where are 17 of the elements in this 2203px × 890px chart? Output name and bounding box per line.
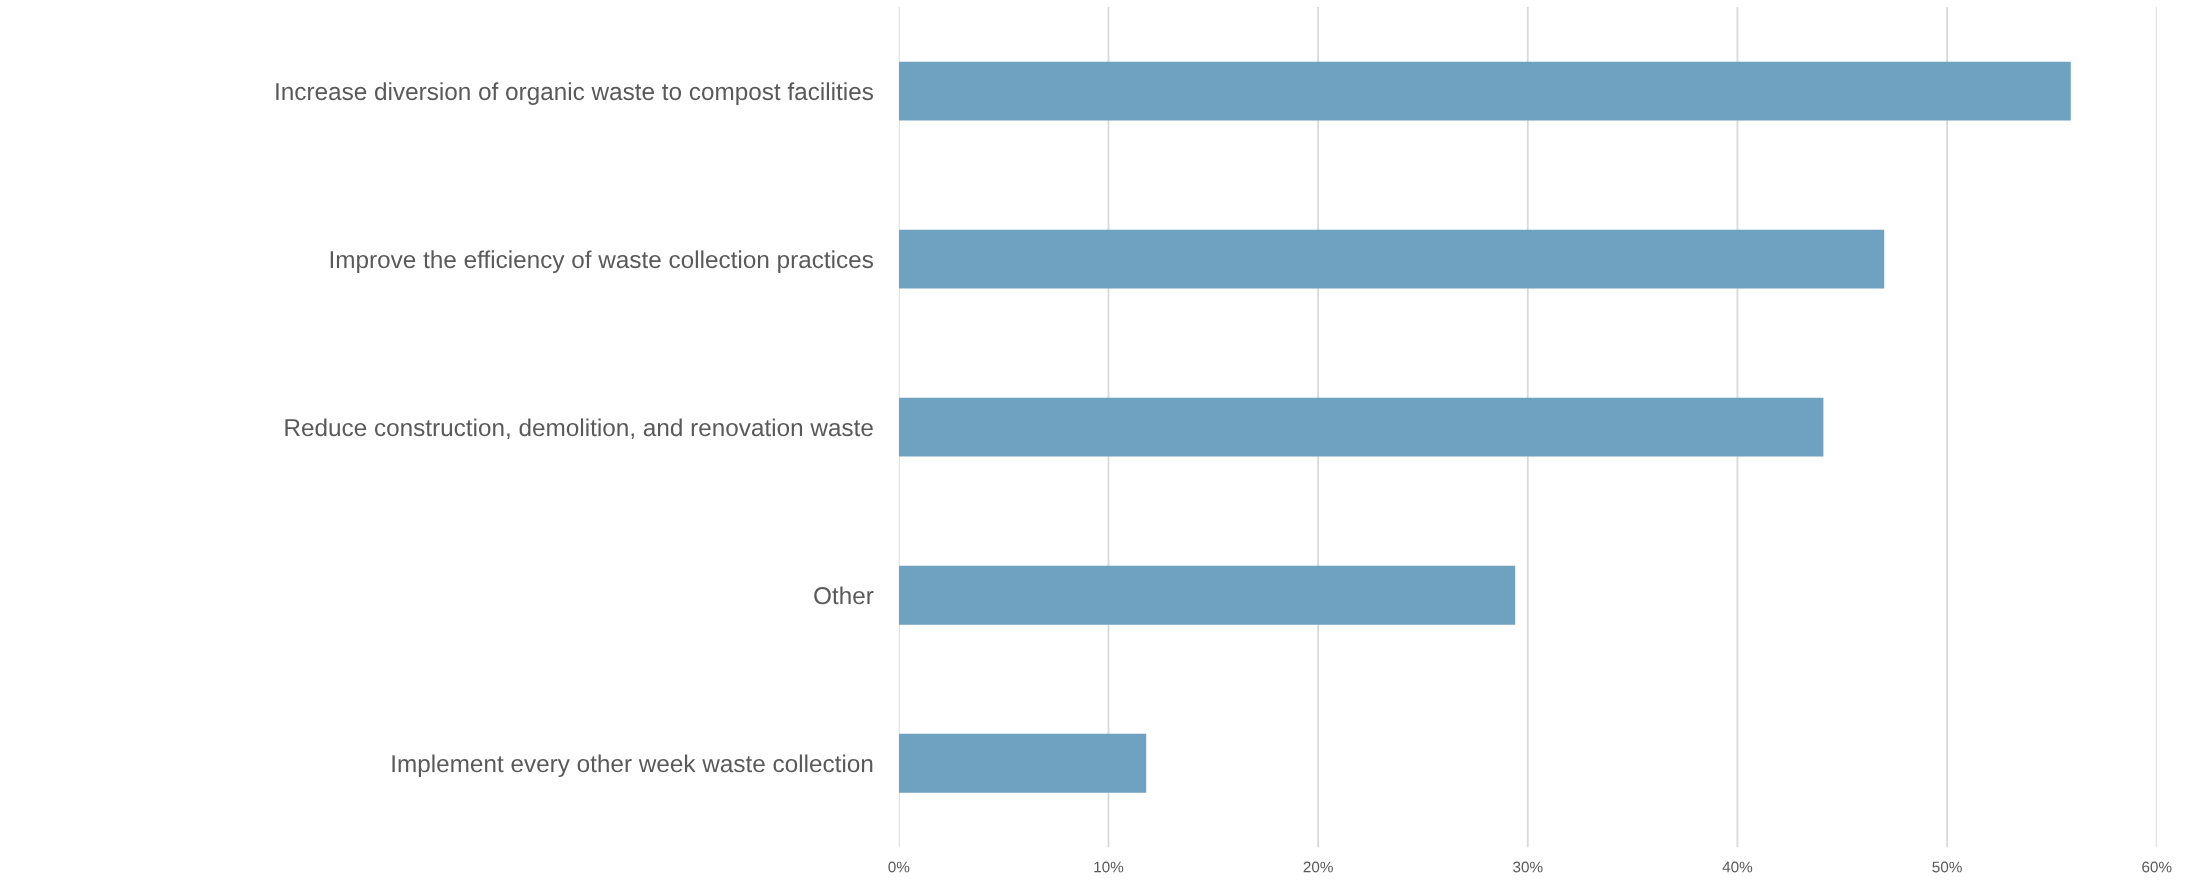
y-tick-label: Other — [814, 586, 874, 605]
x-tick-label: 30% — [1513, 861, 1543, 873]
x-tick-label: 10% — [1094, 861, 1124, 873]
bar — [898, 397, 1824, 457]
x-tick-label: 0% — [888, 861, 910, 873]
x-tick-label: 40% — [1722, 861, 1753, 873]
bar — [898, 733, 1147, 793]
bar — [898, 61, 2071, 121]
x-tick-label: 50% — [1932, 861, 1962, 873]
bar — [898, 565, 1516, 625]
x-tick-label: 60% — [2142, 861, 2172, 873]
y-tick-label: Reduce construction, demolition, and renovation waste — [285, 418, 873, 440]
bar — [898, 229, 1885, 289]
y-tick-label: Improve the efficiency of waste collection practices — [330, 250, 873, 274]
y-tick-label: Implement every other week waste collection — [392, 754, 873, 778]
y-tick-label: Increase diversion of organic waste to compost facilities — [276, 82, 873, 105]
x-tick-label: 20% — [1303, 861, 1333, 873]
